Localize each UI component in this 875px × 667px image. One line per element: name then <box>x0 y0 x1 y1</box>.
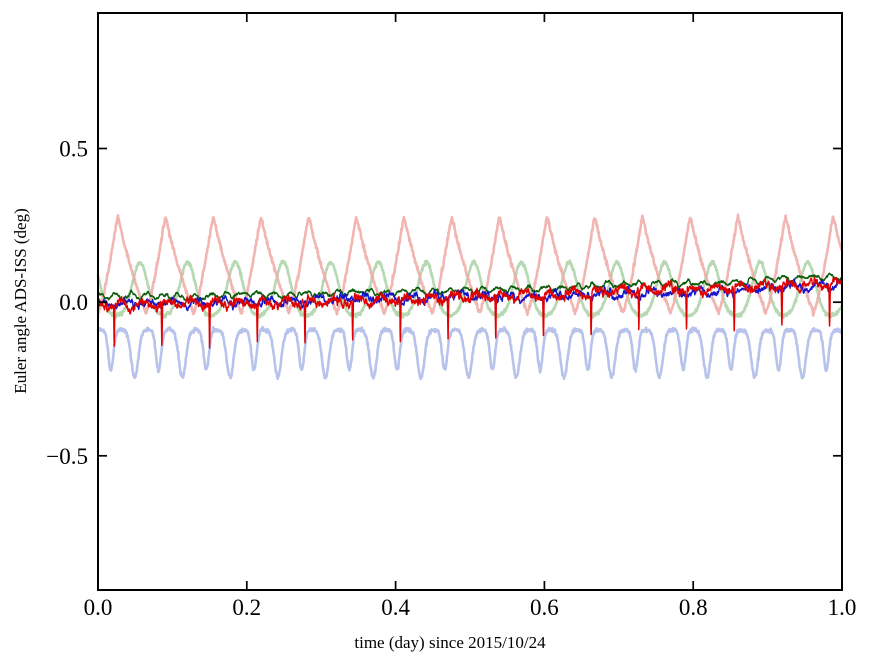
svg-text:0.2: 0.2 <box>232 595 261 620</box>
svg-text:0.0: 0.0 <box>59 290 88 315</box>
svg-text:0.5: 0.5 <box>59 137 88 162</box>
svg-text:Euler angle ADS-ISS (deg): Euler angle ADS-ISS (deg) <box>11 208 30 394</box>
svg-text:1.0: 1.0 <box>828 595 857 620</box>
svg-text:time (day) since 2015/10/24: time (day) since 2015/10/24 <box>354 633 546 652</box>
svg-text:0.4: 0.4 <box>381 595 410 620</box>
svg-text:0.6: 0.6 <box>530 595 559 620</box>
svg-text:0.0: 0.0 <box>84 595 113 620</box>
svg-text:−0.5: −0.5 <box>46 444 88 469</box>
svg-text:0.8: 0.8 <box>679 595 708 620</box>
